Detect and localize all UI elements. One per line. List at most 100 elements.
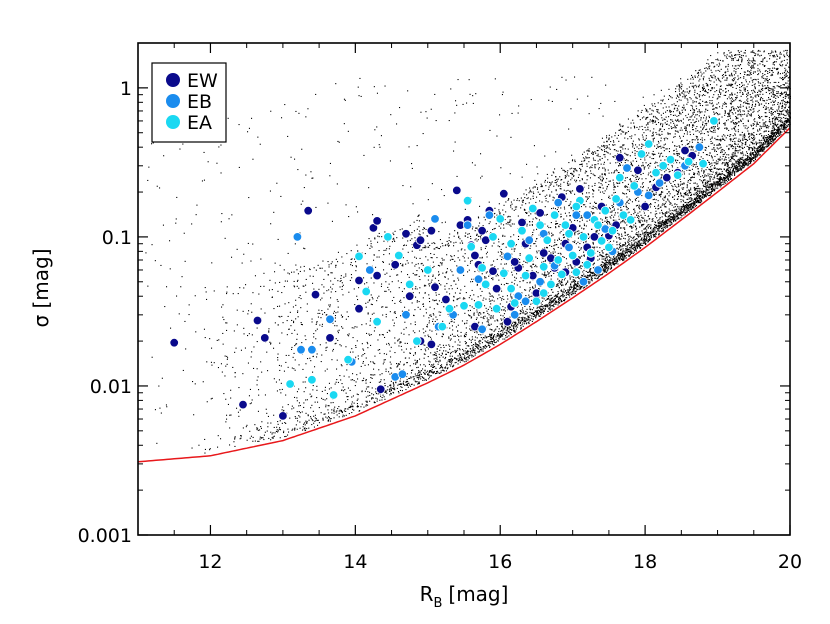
star-dot — [410, 376, 412, 378]
star-dot — [543, 190, 545, 192]
star-dot — [570, 208, 572, 210]
star-dot — [548, 303, 550, 305]
star-dot — [718, 62, 720, 64]
star-dot — [744, 137, 746, 139]
star-dot — [697, 130, 699, 132]
star-dot — [711, 100, 713, 102]
star-dot — [782, 99, 784, 101]
star-dot — [273, 426, 275, 428]
star-dot — [719, 158, 721, 160]
star-dot — [719, 96, 721, 98]
star-dot — [523, 319, 525, 321]
star-dot — [317, 312, 319, 314]
star-dot — [583, 242, 585, 244]
star-dot — [654, 224, 656, 226]
star-dot — [419, 230, 421, 232]
star-dot — [260, 427, 262, 429]
star-dot — [477, 322, 479, 324]
star-dot — [757, 53, 759, 55]
star-dot — [680, 208, 682, 210]
star-dot — [786, 119, 788, 121]
star-dot — [435, 354, 437, 356]
star-dot — [750, 77, 752, 79]
star-dot — [531, 299, 533, 301]
star-dot — [630, 181, 632, 183]
star-dot — [671, 104, 673, 106]
star-dot — [236, 324, 238, 326]
star-dot — [556, 294, 558, 296]
star-dot — [705, 187, 707, 189]
star-dot — [443, 306, 445, 308]
star-dot — [767, 137, 769, 139]
star-dot — [699, 104, 701, 106]
star-dot — [645, 155, 647, 157]
star-dot — [663, 225, 665, 227]
star-dot — [396, 274, 398, 276]
star-dot — [735, 54, 737, 56]
star-dot — [750, 114, 752, 116]
star-dot — [442, 356, 444, 358]
star-dot — [655, 227, 657, 229]
star-dot — [599, 274, 601, 276]
star-dot — [592, 212, 594, 214]
star-dot — [632, 165, 634, 167]
star-dot — [632, 247, 634, 249]
star-dot — [739, 106, 741, 108]
star-dot — [586, 165, 588, 167]
star-dot — [668, 95, 670, 97]
star-dot — [371, 304, 373, 306]
star-dot — [646, 237, 648, 239]
star-dot — [660, 145, 662, 147]
star-dot — [681, 109, 683, 111]
star-dot — [446, 364, 448, 366]
star-dot — [438, 274, 440, 276]
star-dot — [322, 417, 324, 419]
star-dot — [749, 144, 751, 146]
star-dot — [343, 276, 345, 278]
star-dot — [605, 260, 607, 262]
star-dot — [532, 313, 534, 315]
star-dot — [697, 195, 699, 197]
star-dot — [389, 361, 391, 363]
star-dot — [578, 230, 580, 232]
star-dot — [414, 332, 416, 334]
star-dot — [614, 214, 616, 216]
star-dot — [516, 306, 518, 308]
star-dot — [326, 368, 328, 370]
star-dot — [502, 318, 504, 320]
star-dot — [676, 107, 678, 109]
star-dot — [720, 177, 722, 179]
star-dot — [299, 427, 301, 429]
star-dot — [489, 346, 491, 348]
star-dot — [340, 364, 342, 366]
star-dot — [644, 228, 646, 230]
star-dot — [426, 346, 428, 348]
star-dot — [333, 408, 335, 410]
star-dot — [606, 271, 608, 273]
star-dot — [415, 363, 417, 365]
star-dot — [673, 210, 675, 212]
star-dot — [780, 121, 782, 123]
star-dot — [416, 301, 418, 303]
star-dot — [655, 193, 657, 195]
star-dot — [752, 79, 754, 81]
star-dot — [428, 370, 430, 372]
star-dot — [239, 287, 241, 289]
star-dot — [618, 253, 620, 255]
star-dot — [717, 139, 719, 141]
star-dot — [719, 181, 721, 183]
star-dot — [383, 254, 385, 256]
star-dot — [746, 145, 748, 147]
star-dot — [237, 411, 239, 413]
star-dot — [605, 150, 607, 152]
star-dot — [647, 240, 649, 242]
star-dot — [597, 163, 599, 165]
star-dot — [467, 236, 469, 238]
star-dot — [727, 90, 729, 92]
star-dot — [503, 313, 505, 315]
star-dot — [416, 362, 418, 364]
star-dot — [632, 140, 634, 142]
star-dot — [516, 206, 518, 208]
star-dot — [350, 405, 352, 407]
star-dot — [576, 285, 578, 287]
